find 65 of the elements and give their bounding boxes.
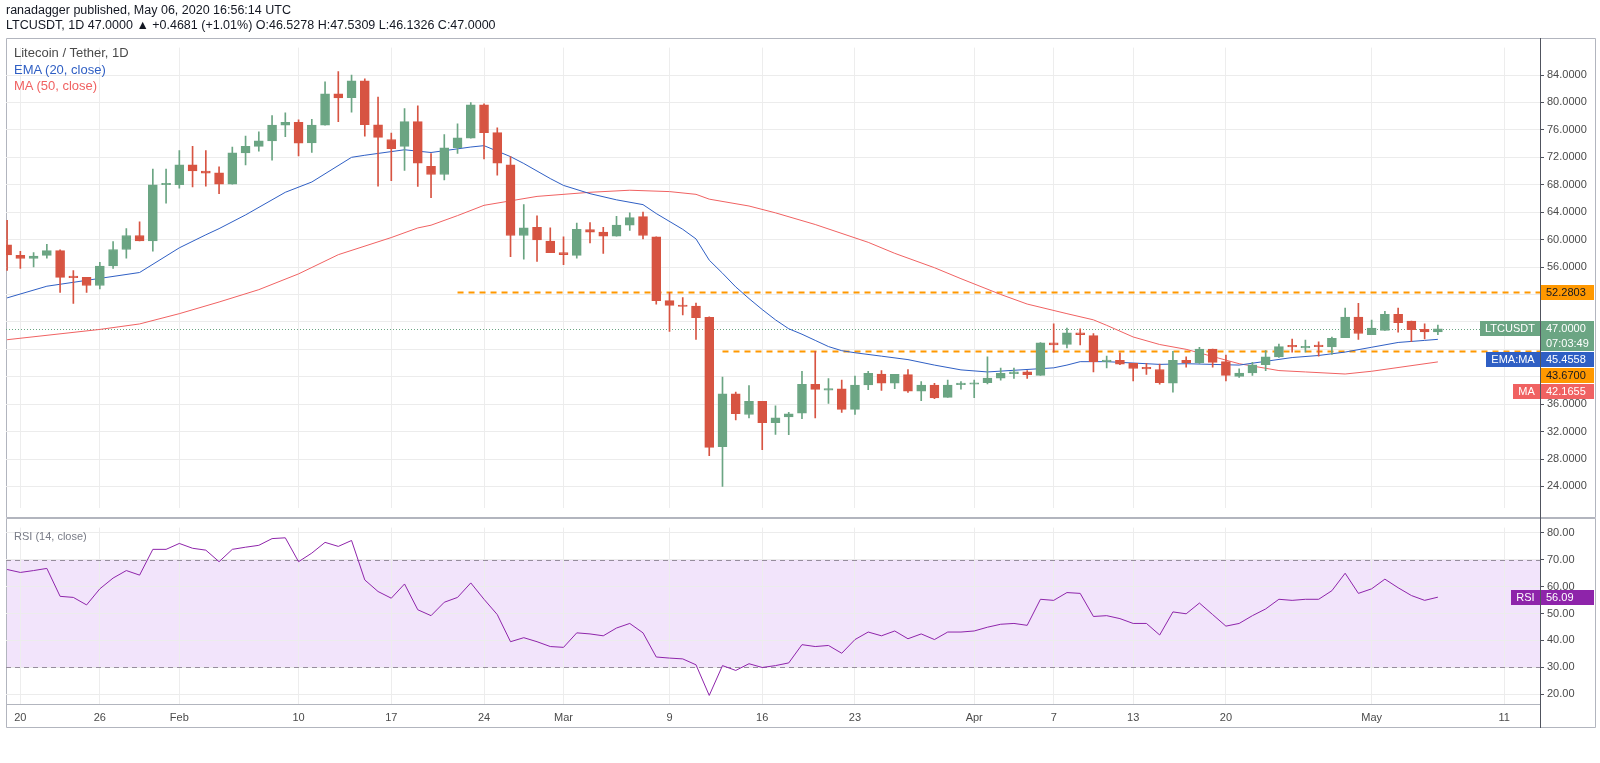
y-tick-label: 68.0000 (1547, 177, 1587, 190)
y-tick-label: 60.00 (1547, 579, 1575, 592)
chart-title: RSI (14, close) (14, 529, 87, 544)
text: 42.1655 (1546, 385, 1586, 398)
x-tick-label: 26 (93, 710, 106, 723)
x-tick-label: 20 (1219, 710, 1233, 723)
candlestick (598, 226, 609, 254)
text: MA (50, close) (14, 77, 99, 93)
candlestick (373, 96, 383, 187)
x-tick-label: Mar (554, 710, 574, 723)
x-tick-label: 13 (1127, 710, 1140, 723)
annotation: RSI (1516, 591, 1535, 604)
y-tick-label: 76.0000 (1547, 122, 1587, 135)
y-tick-label: 40.00 (1547, 633, 1575, 646)
x-tick-label: 9 (666, 710, 673, 723)
x-tick-label: Feb (169, 710, 189, 723)
candlestick (585, 222, 595, 244)
annotation: LTCUSDT (1485, 322, 1536, 335)
y-tick-label: 64.0000 (1547, 205, 1587, 218)
y-tick-label: 60.0000 (1547, 232, 1587, 245)
x-tick-label: 24 (477, 710, 491, 723)
x-tick-label: Apr (965, 710, 984, 723)
candlestick (810, 351, 821, 419)
candlestick (783, 412, 794, 436)
candlestick (1048, 323, 1059, 353)
y-tick-label: 32.0000 (1547, 424, 1587, 437)
y-tick-label: 50.00 (1547, 606, 1575, 619)
data-label: 43.6700 (1546, 369, 1586, 382)
x-tick-label: 20 (14, 710, 27, 723)
x-tick-label: 17 (385, 710, 398, 723)
annotation: MA (1518, 385, 1536, 398)
y-tick-label: 30.00 (1547, 660, 1575, 673)
y-tick-label: 80.00 (1547, 526, 1575, 538)
x-tick-label: 10 (292, 710, 305, 723)
candlestick (426, 153, 436, 199)
y-tick-label: 20.00 (1547, 687, 1575, 700)
annotation: EMA:MA (1491, 353, 1536, 366)
y-tick-label: 72.0000 (1547, 150, 1587, 163)
y-tick-label: 24.0000 (1547, 479, 1587, 492)
x-tick-label: 7 (1050, 710, 1057, 723)
data-label: 52.2803 (1546, 286, 1586, 299)
text: EMA (20, close) (14, 62, 106, 78)
y-tick-label: 28.0000 (1547, 452, 1587, 465)
x-tick-label: 11 (1498, 710, 1510, 723)
y-tick-label: 36.0000 (1547, 397, 1587, 410)
x-tick-label: May (1361, 710, 1383, 723)
candlestick (677, 297, 688, 316)
chart-subtitle: LTCUSDT, 1D 47.0000 ▲ +0.4681 (+1.01%) O:46.5278 H:47.5309 L:46.1326 C:47.0000 (6, 18, 496, 33)
candlestick (1009, 367, 1019, 379)
candlestick (969, 379, 980, 398)
y-tick-label: 70.00 (1547, 552, 1575, 565)
text: 07:03:49 (1546, 337, 1589, 350)
x-tick-label: 16 (756, 710, 769, 723)
text: ranadagger published, May 06, 2020 16:56:14 UTC (6, 3, 292, 18)
chart-title: Litecoin / Tether, 1D (14, 45, 129, 61)
y-tick-label: 84.0000 (1547, 68, 1587, 81)
y-tick-label: 80.0000 (1547, 95, 1587, 108)
x-tick-label: 23 (848, 710, 862, 723)
candlestick (386, 132, 397, 181)
ref-line-label: 47.0000 (1546, 322, 1586, 335)
y-tick-label: 56.0000 (1547, 260, 1587, 273)
text: 45.4558 (1546, 353, 1586, 366)
candlestick (518, 204, 529, 260)
text: 56.09 (1546, 591, 1574, 604)
candlestick (1075, 328, 1086, 346)
